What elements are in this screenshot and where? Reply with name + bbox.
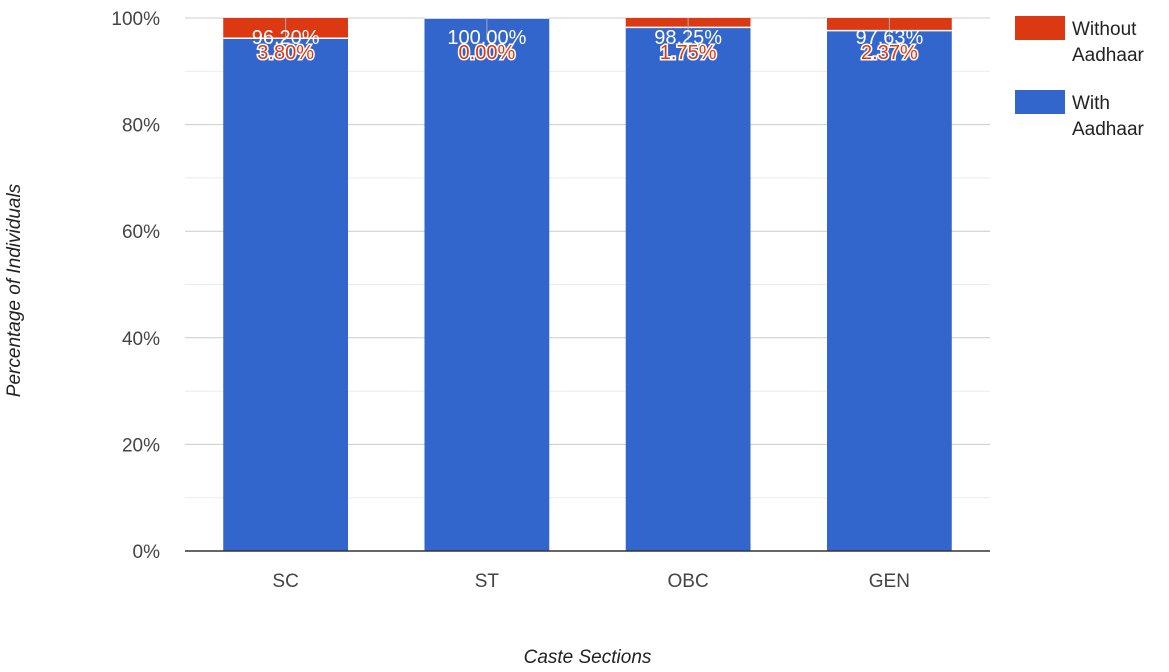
x-tick-label: GEN <box>869 571 910 592</box>
data-label-without-aadhaar: 2.37% <box>861 42 918 64</box>
data-label-without-aadhaar: 0.00% <box>459 42 516 64</box>
data-label-with-aadhaar: 98.25% <box>654 27 722 49</box>
y-tick-label: 60% <box>122 222 160 243</box>
data-label-with-aadhaar: 97.63% <box>855 27 923 49</box>
data-label-without-aadhaar: 3.80% <box>257 42 314 64</box>
x-axis-title: Caste Sections <box>524 647 652 668</box>
x-tick-label: ST <box>475 571 500 592</box>
y-tick-label: 100% <box>111 9 160 30</box>
data-label-without-aadhaar: 1.75% <box>660 42 717 64</box>
legend-label-without-aadhaar: Without Aadhaar <box>1072 19 1145 66</box>
bar-with-aadhaar-obc <box>625 27 751 551</box>
y-axis-title: Percentage of Individuals <box>4 183 25 397</box>
y-tick-label: 40% <box>122 329 160 350</box>
data-label-with-aadhaar: 100.00% <box>447 27 526 49</box>
bar-with-aadhaar-st <box>424 18 550 551</box>
y-tick-label: 20% <box>122 435 160 456</box>
bars <box>223 17 952 552</box>
legend-swatch-with-aadhaar <box>1015 90 1065 114</box>
x-tick-label: OBC <box>668 571 709 592</box>
data-label-with-aadhaar: 96.20% <box>252 27 320 49</box>
legend-swatch-without-aadhaar <box>1015 16 1065 40</box>
bar-with-aadhaar-sc <box>223 38 349 551</box>
data-labels: 96.20%3.80% 100.00%0.00% 98.25%1.75% 97.63%… <box>252 27 924 66</box>
legend-label-with-aadhaar: With Aadhaar <box>1072 93 1145 140</box>
x-tick-label: SC <box>272 571 298 592</box>
y-tick-label: 80% <box>122 116 160 137</box>
legend: Without Aadhaar With Aadhaar <box>1015 16 1145 140</box>
bar-with-aadhaar-gen <box>826 30 952 552</box>
x-tick-labels: SC ST OBC GEN <box>272 571 910 592</box>
y-tick-labels: 0% 20% 40% 60% 80% 100% <box>111 9 160 563</box>
y-tick-label: 0% <box>133 542 161 563</box>
